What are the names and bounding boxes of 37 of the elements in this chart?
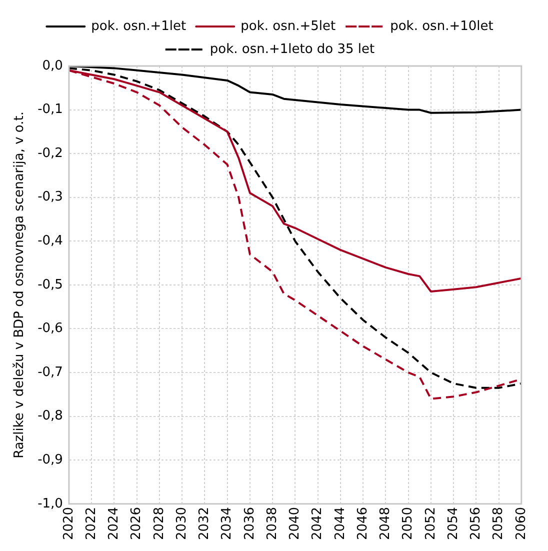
x-tick-label: 2036 <box>242 506 258 540</box>
x-tick-label: 2056 <box>468 506 484 540</box>
x-tick-label: 2022 <box>84 506 99 540</box>
y-tick-label: -0,9 <box>38 452 63 468</box>
y-tick-label: -1,0 <box>38 496 63 512</box>
y-tick-label: -0,5 <box>38 277 63 292</box>
legend-label: pok. osn.+1leto do 35 let <box>210 42 375 57</box>
y-tick-label: -0,7 <box>38 364 63 380</box>
x-tick-label: 2030 <box>174 506 190 540</box>
x-tick-label: 2026 <box>129 506 144 540</box>
legend-label: pok. osn.+1let <box>91 18 186 34</box>
x-tick-label: 2048 <box>378 506 394 540</box>
x-tick-label: 2024 <box>106 506 122 540</box>
x-tick-label: 2060 <box>514 506 529 540</box>
x-tick-label: 2032 <box>197 506 212 540</box>
x-tick-label: 2038 <box>264 506 280 540</box>
y-tick-label: -0,2 <box>38 146 63 161</box>
x-tick-label: 2040 <box>288 506 303 540</box>
y-tick-label: -0,8 <box>38 408 63 424</box>
x-tick-label: 2020 <box>61 506 76 540</box>
y-tick-label: 0,0 <box>42 58 63 74</box>
x-tick-label: 2034 <box>220 506 235 540</box>
y-tick-label: -0,3 <box>38 190 63 205</box>
x-tick-label: 2044 <box>332 506 348 540</box>
x-tick-label: 2054 <box>446 506 461 540</box>
x-tick-label: 2046 <box>355 506 370 540</box>
y-axis-title: Razlike v deležu v BDP od osnovnega scenarija, v o.t. <box>12 111 28 458</box>
x-tick-label: 2028 <box>152 506 167 540</box>
x-tick-label: 2052 <box>423 506 438 540</box>
legend-label: pok. osn.+5let <box>240 18 336 34</box>
x-tick-label: 2050 <box>400 506 416 540</box>
y-tick-label: -0,1 <box>38 102 63 118</box>
x-tick-label: 2058 <box>491 506 506 540</box>
x-tick-label: 2042 <box>310 506 326 540</box>
y-tick-label: -0,4 <box>38 234 63 249</box>
y-tick-label: -0,6 <box>38 321 63 336</box>
legend-label: pok. osn.+10let <box>390 18 494 34</box>
